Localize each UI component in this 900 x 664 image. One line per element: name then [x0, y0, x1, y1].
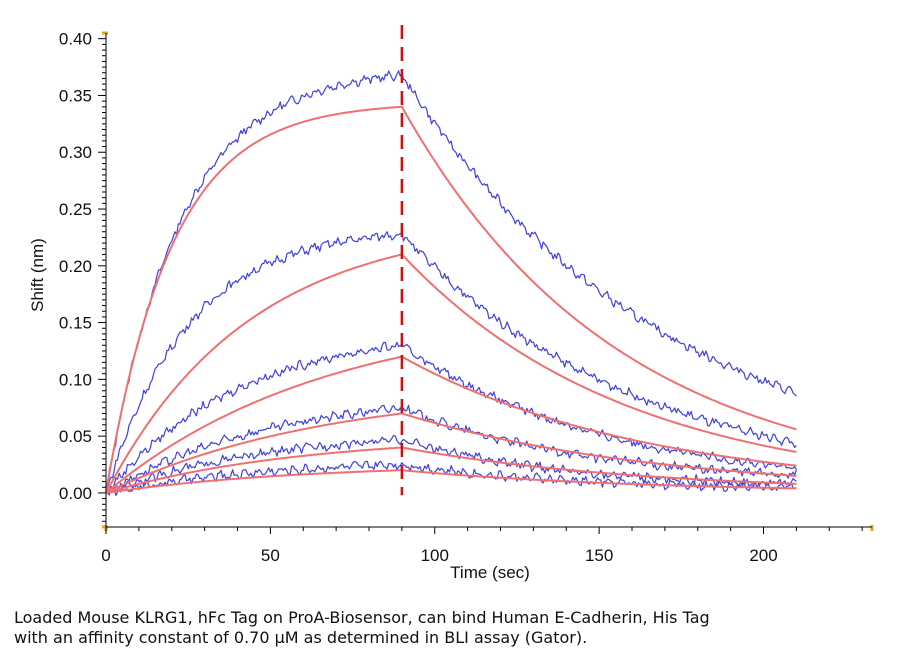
axis-ticks	[98, 31, 874, 534]
measured-trace	[105, 70, 797, 494]
fit-trace	[105, 105, 797, 494]
fit-trace	[105, 253, 797, 494]
y-tick-label: 0.05	[59, 427, 92, 446]
fit-trace	[105, 355, 797, 494]
measured-trace	[105, 404, 797, 495]
bli-sensorgram-chart: 0 50 100 150 200 0.00 0.05 0.10 0.15 0.20 0.25 0.3…	[28, 25, 874, 582]
fit-trace	[105, 446, 797, 494]
x-axis-title: Time (sec)	[450, 563, 530, 582]
x-tick-label: 200	[749, 546, 777, 565]
x-axis-tick-labels: 0 50 100 150 200	[101, 546, 777, 565]
figure-caption: Loaded Mouse KLRG1, hFc Tag on ProA-Bios…	[14, 608, 874, 648]
x-tick-label: 50	[261, 546, 280, 565]
y-tick-label: 0.00	[59, 484, 92, 503]
plot-axes	[105, 33, 872, 528]
y-tick-label: 0.40	[59, 30, 92, 49]
measured-trace	[105, 231, 797, 494]
fit-trace	[105, 469, 797, 494]
y-tick-label: 0.25	[59, 200, 92, 219]
y-tick-label: 0.10	[59, 370, 92, 389]
caption-line-2: with an affinity constant of 0.70 μM as …	[14, 628, 588, 647]
y-tick-label: 0.15	[59, 314, 92, 333]
x-tick-label: 150	[585, 546, 613, 565]
y-axis-title: Shift (nm)	[28, 238, 47, 312]
sensorgram-traces	[105, 70, 797, 496]
measured-trace	[105, 341, 797, 494]
y-axis-tick-labels: 0.00 0.05 0.10 0.15 0.20 0.25 0.30 0.35 0.40	[59, 30, 92, 503]
y-tick-label: 0.35	[59, 86, 92, 105]
x-tick-label: 100	[421, 546, 449, 565]
y-tick-label: 0.20	[59, 257, 92, 276]
fit-trace	[105, 412, 797, 494]
y-tick-label: 0.30	[59, 143, 92, 162]
caption-line-1: Loaded Mouse KLRG1, hFc Tag on ProA-Bios…	[14, 608, 710, 627]
x-tick-label: 0	[101, 546, 110, 565]
